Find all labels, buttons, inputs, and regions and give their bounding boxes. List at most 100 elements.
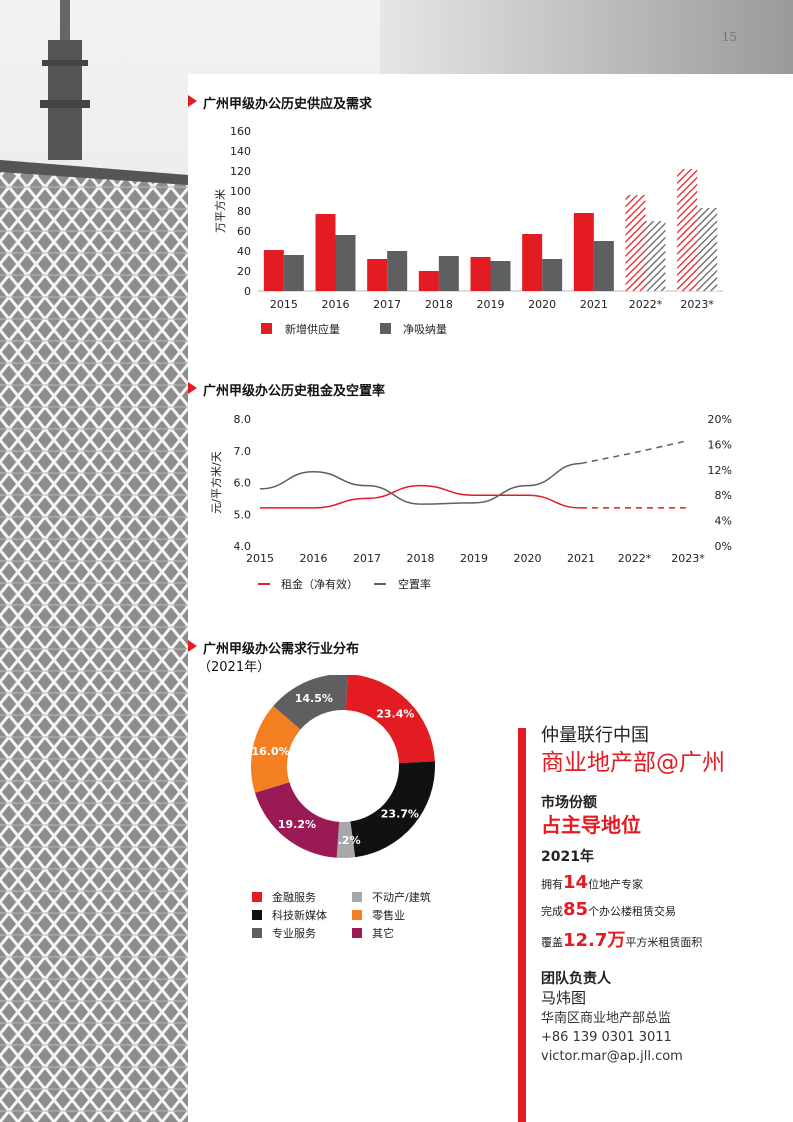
y-tick-label: 100 [230, 185, 251, 198]
bar [315, 214, 336, 291]
leader-email[interactable]: victor.mar@ap.jll.com [541, 1049, 683, 1064]
legend-item: 零售业 [352, 907, 405, 923]
demand-chart-subtitle: （2021年） [198, 660, 271, 675]
section-marker-icon [188, 640, 197, 652]
stat-area: 覆盖12.7万平方米租赁面积 [541, 930, 703, 951]
rent-chart-title: 广州甲级办公历史租金及空置率 [203, 384, 386, 399]
y-tick-label: 0 [244, 285, 251, 298]
page-number: 15 [721, 30, 737, 44]
y-axis-label: 万平方米 [213, 189, 227, 233]
series-forecast-line [580, 439, 689, 465]
bar [367, 259, 388, 291]
bar [625, 195, 646, 291]
x-tick-label: 2017 [353, 552, 381, 565]
y-tick-label: 120 [230, 165, 251, 178]
slice-label: 16.0% [251, 745, 289, 758]
y-tick-label: 60 [237, 225, 251, 238]
bar [470, 257, 491, 291]
stat-transactions: 完成85个办公楼租赁交易 [541, 899, 677, 920]
industry-donut-chart: 23.4%23.7%3.2%19.2%16.0%14.5% [251, 675, 435, 858]
y-tick-label: 40 [237, 245, 251, 258]
bar [542, 259, 563, 291]
legend-label: 租金（净有效） [281, 577, 358, 591]
year-label: 2021年 [541, 849, 594, 865]
accent-bar [518, 728, 526, 1122]
rent-vacancy-line-chart: 4.0 5.0 6.0 7.0 8.0 0% 4% 8% 12% 16% 20% 元/平方米/天 201… [209, 413, 732, 591]
bar [697, 208, 718, 291]
x-tick-label: 2021 [580, 298, 608, 311]
y-tick-label: 160 [230, 125, 251, 138]
x-tick-label: 2015 [270, 298, 298, 311]
market-share-label: 市场份额 [541, 795, 597, 811]
x-tick-label: 2021 [567, 552, 595, 565]
department-name: 商业地产部@广州 [541, 750, 725, 776]
demand-chart-title: 广州甲级办公需求行业分布 [203, 642, 360, 657]
supply-chart-title: 广州甲级办公历史供应及需求 [203, 97, 373, 112]
y2-tick-label: 20% [708, 413, 732, 426]
bar [283, 255, 304, 291]
donut-slice [254, 782, 340, 858]
x-tick-label: 2016 [322, 298, 350, 311]
bar [387, 251, 408, 291]
legend-label: 不动产/建筑 [372, 891, 431, 904]
slice-label: 23.4% [376, 708, 414, 721]
y2-tick-label: 8% [715, 489, 732, 502]
leader-name: 马炜图 [541, 989, 587, 1007]
y-tick-label: 20 [237, 265, 251, 278]
bar [263, 250, 284, 291]
y-tick-label: 4.0 [234, 540, 252, 553]
section-marker-icon [188, 95, 197, 107]
slice-label: 19.2% [278, 818, 316, 831]
legend-label: 科技新媒体 [272, 909, 327, 922]
y-tick-label: 140 [230, 145, 251, 158]
x-tick-label: 2020 [528, 298, 556, 311]
bar [490, 261, 511, 291]
bar [645, 221, 666, 291]
section-marker-icon [188, 382, 197, 394]
legend-label: 零售业 [372, 909, 405, 922]
x-tick-label: 2016 [300, 552, 328, 565]
x-tick-label: 2018 [425, 298, 453, 311]
legend-item: 金融服务 [252, 889, 316, 905]
bar [593, 241, 614, 291]
x-tick-label: 2022* [618, 552, 652, 565]
legend-label: 净吸纳量 [403, 322, 447, 336]
y-tick-label: 80 [237, 205, 251, 218]
donut-slice [345, 675, 435, 764]
bar [573, 213, 594, 291]
y2-tick-label: 12% [708, 464, 732, 477]
donut-slice [273, 675, 348, 730]
bar [522, 234, 543, 291]
legend-item: 其它 [352, 925, 394, 941]
donut-slice [350, 761, 435, 858]
y-tick-label: 8.0 [234, 413, 252, 426]
legend-item: 不动产/建筑 [352, 889, 431, 905]
legend-swatch [380, 323, 391, 334]
y-tick-label: 7.0 [234, 445, 252, 458]
x-tick-label: 2022* [629, 298, 663, 311]
leader-title: 华南区商业地产部总监 [541, 1011, 672, 1026]
slice-label: 14.5% [295, 692, 333, 705]
legend-swatch [261, 323, 272, 334]
x-tick-label: 2015 [246, 552, 274, 565]
legend-label: 新增供应量 [285, 322, 340, 336]
bar [418, 271, 439, 291]
legend-label: 专业服务 [272, 927, 316, 940]
donut-slice [251, 706, 301, 793]
legend-swatch [252, 910, 262, 920]
supply-demand-bar-chart: 0 20 40 60 80 100 120 140 160 万平方米 2015 2016 2017 201… [213, 125, 723, 336]
y2-tick-label: 16% [708, 438, 732, 451]
legend-swatch [352, 910, 362, 920]
legend-label: 其它 [372, 927, 394, 940]
legend-swatch [252, 892, 262, 902]
x-tick-label: 2023* [680, 298, 714, 311]
legend-swatch [352, 928, 362, 938]
leader-phone: +86 139 0301 3011 [541, 1030, 672, 1045]
bar [677, 169, 698, 291]
team-info-block: 仲量联行中国 商业地产部@广州 市场份额 占主导地位 2021年 拥有14位地产… [541, 724, 781, 1066]
y-axis-label: 元/平方米/天 [209, 451, 223, 513]
bar [335, 235, 356, 291]
series-line [259, 462, 582, 505]
stat-experts: 拥有14位地产专家 [541, 872, 644, 893]
company-name: 仲量联行中国 [541, 725, 649, 746]
